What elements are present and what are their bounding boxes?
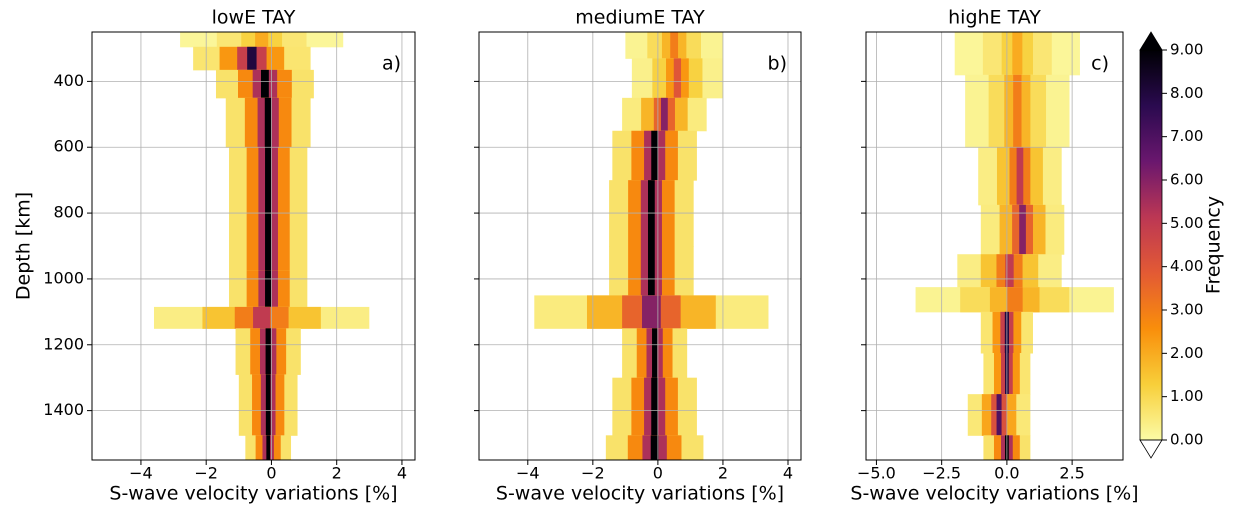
- y-tick-label: 400: [53, 71, 84, 90]
- colorbar-tick-label: 7.00: [1170, 127, 1203, 145]
- density-strip: [670, 32, 679, 59]
- y-tick-label: 1200: [43, 334, 84, 353]
- x-axis-label: S-wave velocity variations [%]: [496, 483, 784, 505]
- density-strip: [265, 147, 272, 214]
- density-field: [153, 32, 370, 460]
- density-field: [915, 32, 1114, 460]
- x-tick-label: 0: [266, 464, 276, 483]
- colorbar-extend-min: [1139, 439, 1163, 459]
- y-tick-label: 800: [53, 203, 84, 222]
- density-strip: [265, 213, 272, 272]
- x-axis-label: S-wave velocity variations [%]: [109, 483, 397, 505]
- density-strip: [648, 246, 655, 296]
- colorbar-tick-label: 1.00: [1170, 387, 1203, 405]
- colorbar-tick-label: 0.00: [1170, 431, 1203, 449]
- x-tick-label: 0.0: [994, 464, 1019, 483]
- x-tick-label: 4: [397, 464, 407, 483]
- x-tick-label: 2: [332, 464, 342, 483]
- density-strip: [1013, 74, 1022, 148]
- x-tick-label: −2: [194, 464, 218, 483]
- x-tick-label: 2.5: [1059, 464, 1084, 483]
- colorbar-tick-label: 3.00: [1170, 301, 1203, 319]
- density-strip: [996, 394, 1002, 436]
- density-strip: [261, 69, 269, 99]
- x-axis-label: S-wave velocity variations [%]: [850, 483, 1138, 505]
- axes-frame: [91, 31, 416, 461]
- density-strip: [1006, 287, 1023, 313]
- colorbar-tick-label: 6.00: [1170, 171, 1203, 189]
- density-strip: [247, 46, 257, 71]
- x-tick-label: −4: [129, 464, 153, 483]
- colorbar-extend-max: [1139, 31, 1163, 51]
- panel-tag: c): [1091, 53, 1109, 75]
- panel-title: mediumE TAY: [575, 7, 705, 29]
- panel-tag: b): [768, 53, 787, 75]
- density-strip: [651, 377, 659, 436]
- colorbar-label: Frequency: [1203, 196, 1225, 294]
- x-tick-label: 2: [718, 464, 728, 483]
- y-tick-label: 600: [53, 137, 84, 156]
- panel-title: lowE TAY: [212, 7, 296, 29]
- density-strip: [652, 328, 658, 379]
- y-axis-label: Depth [km]: [13, 192, 35, 300]
- x-tick-label: −5.0: [857, 464, 896, 483]
- x-tick-label: −4: [516, 464, 540, 483]
- density-strip: [253, 306, 271, 329]
- density-strip: [266, 435, 271, 460]
- colorbar-frame: [1139, 49, 1163, 441]
- density-strip: [1016, 147, 1024, 206]
- y-tick-label: 1400: [43, 400, 84, 419]
- x-tick-label: 0: [653, 464, 663, 483]
- x-tick-label: 4: [783, 464, 793, 483]
- density-strip: [265, 328, 271, 375]
- panel-tag: a): [382, 53, 401, 75]
- density-strip: [1005, 254, 1014, 288]
- axes-frame: [865, 31, 1124, 461]
- colorbar-body: [1140, 50, 1162, 440]
- density-strip: [673, 58, 682, 99]
- colorbar-tick-label: 4.00: [1170, 257, 1203, 275]
- density-field: [534, 32, 769, 460]
- density-strip: [650, 435, 659, 460]
- axes-frame: [478, 31, 802, 461]
- density-strip: [1019, 204, 1026, 255]
- density-strip: [661, 97, 668, 132]
- colorbar-tick-label: 8.00: [1170, 84, 1203, 102]
- panel-title: highE TAY: [948, 7, 1041, 29]
- x-tick-label: −2: [581, 464, 605, 483]
- colorbar-tick-label: 9.00: [1170, 41, 1203, 59]
- y-tick-label: 1000: [43, 268, 84, 287]
- density-strip: [255, 32, 269, 48]
- x-tick-label: −2.5: [922, 464, 961, 483]
- density-strip: [265, 270, 272, 308]
- colorbar-tick-label: 5.00: [1170, 214, 1203, 232]
- density-strip: [264, 97, 272, 148]
- density-strip: [265, 374, 271, 436]
- colorbar-tick-label: 2.00: [1170, 344, 1203, 362]
- density-strip: [642, 295, 661, 329]
- density-strip: [1012, 32, 1023, 76]
- density-strip: [651, 130, 659, 181]
